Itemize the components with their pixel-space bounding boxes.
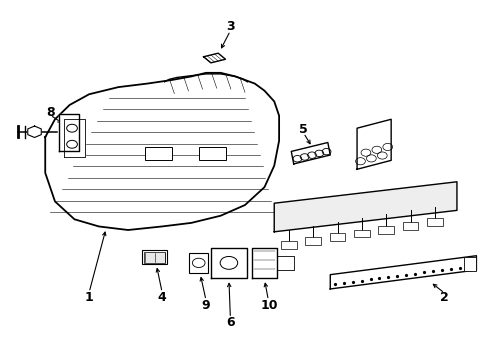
Text: 4: 4 (158, 291, 167, 305)
Bar (354, 230, 370, 237)
Polygon shape (291, 143, 330, 164)
Polygon shape (203, 53, 225, 63)
Bar (378, 226, 394, 234)
Text: 6: 6 (226, 316, 235, 329)
Polygon shape (330, 256, 476, 289)
Text: 9: 9 (202, 298, 210, 311)
Bar (427, 218, 443, 226)
Bar (305, 237, 321, 245)
Text: 2: 2 (441, 291, 449, 305)
Text: 5: 5 (299, 123, 308, 136)
Bar (330, 233, 345, 241)
Text: 10: 10 (261, 298, 278, 311)
Polygon shape (64, 119, 85, 157)
Text: 8: 8 (46, 105, 54, 119)
Bar (144, 252, 165, 262)
Bar (403, 222, 418, 230)
Polygon shape (277, 256, 294, 270)
Text: 7: 7 (372, 123, 381, 136)
Polygon shape (252, 248, 277, 278)
Polygon shape (211, 248, 247, 278)
Bar (145, 147, 172, 160)
Polygon shape (357, 119, 391, 169)
Bar (199, 147, 225, 160)
Polygon shape (28, 126, 41, 138)
Polygon shape (59, 114, 79, 152)
Polygon shape (274, 182, 457, 232)
Bar (281, 241, 296, 249)
Bar (142, 250, 167, 264)
Bar (464, 257, 476, 271)
Text: 3: 3 (226, 20, 235, 33)
Bar (189, 253, 208, 273)
Text: 1: 1 (85, 291, 94, 305)
